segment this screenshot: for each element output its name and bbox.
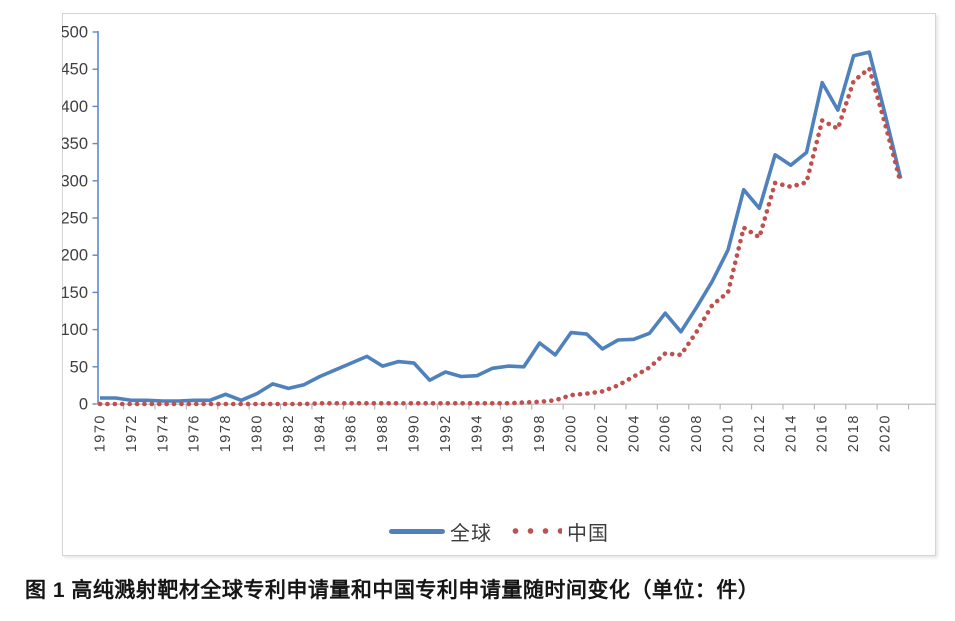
x-tick-label: 2012 [752,414,768,452]
x-tick-label: 1994 [469,414,485,452]
figure-caption: 图 1 高纯溅射靶材全球专利申请量和中国专利申请量随时间变化（单位：件） [25,579,760,602]
x-tick-label: 1974 [155,414,171,452]
x-tick-label: 1980 [250,414,266,452]
x-tick-label: 1972 [124,414,140,452]
x-tick-label: 2006 [658,414,674,452]
x-tick-label: 2004 [626,414,642,452]
x-tick-label: 1976 [187,414,203,452]
y-tick-label: 450 [62,61,88,79]
y-axis: 0 50 100 150 200 250 300 350 400 450 500 [62,24,99,414]
x-tick-label: 1998 [532,414,548,452]
x-tick-label: 2008 [689,414,705,452]
legend-item-global: 全球 [389,517,492,546]
x-tick-label: 2020 [878,414,894,452]
x-tick-label: 1986 [344,414,360,452]
chart-frame: 0 50 100 150 200 250 300 350 400 450 500 1970 1972 19… [62,13,936,556]
global-line-swatch [389,528,445,534]
y-tick-label: 300 [62,172,88,190]
legend-item-china: 中国 [506,517,609,546]
y-tick-label: 50 [70,358,88,376]
x-tick-label: 2016 [815,414,831,452]
y-tick-label: 100 [62,321,88,339]
y-tick-label: 200 [62,247,88,265]
y-tick-label: 400 [62,98,88,116]
legend-label-global: 全球 [450,522,492,545]
x-tick-label: 1982 [281,414,297,452]
y-tick-label: 350 [62,135,88,153]
x-tick-label: 1984 [312,414,328,452]
legend: 全球 中国 [63,514,935,548]
x-tick-label: 1978 [218,414,234,452]
x-tick-label: 2010 [721,414,737,452]
x-tick-label: 1988 [375,414,391,452]
china-dotted-swatch [506,527,562,535]
x-tick-label: 1970 [93,414,109,452]
x-tick-label: 2014 [783,414,799,452]
x-axis: 1970 1972 1974 1976 1978 1980 1982 1984 1986 1988… [93,403,936,452]
x-tick-label: 1990 [407,414,423,452]
y-tick-label: 500 [62,24,88,42]
y-tick-label: 250 [62,210,88,228]
x-tick-label: 2000 [564,414,580,452]
x-tick-label: 1992 [438,414,454,452]
x-tick-label: 1996 [501,414,517,452]
x-tick-label: 2002 [595,414,611,452]
series-global-line [100,50,903,403]
legend-label-china: 中国 [567,522,609,545]
series-china-line [97,66,904,407]
y-tick-label: 0 [79,396,88,414]
x-tick-label: 2018 [846,414,862,452]
y-tick-label: 150 [62,284,88,302]
